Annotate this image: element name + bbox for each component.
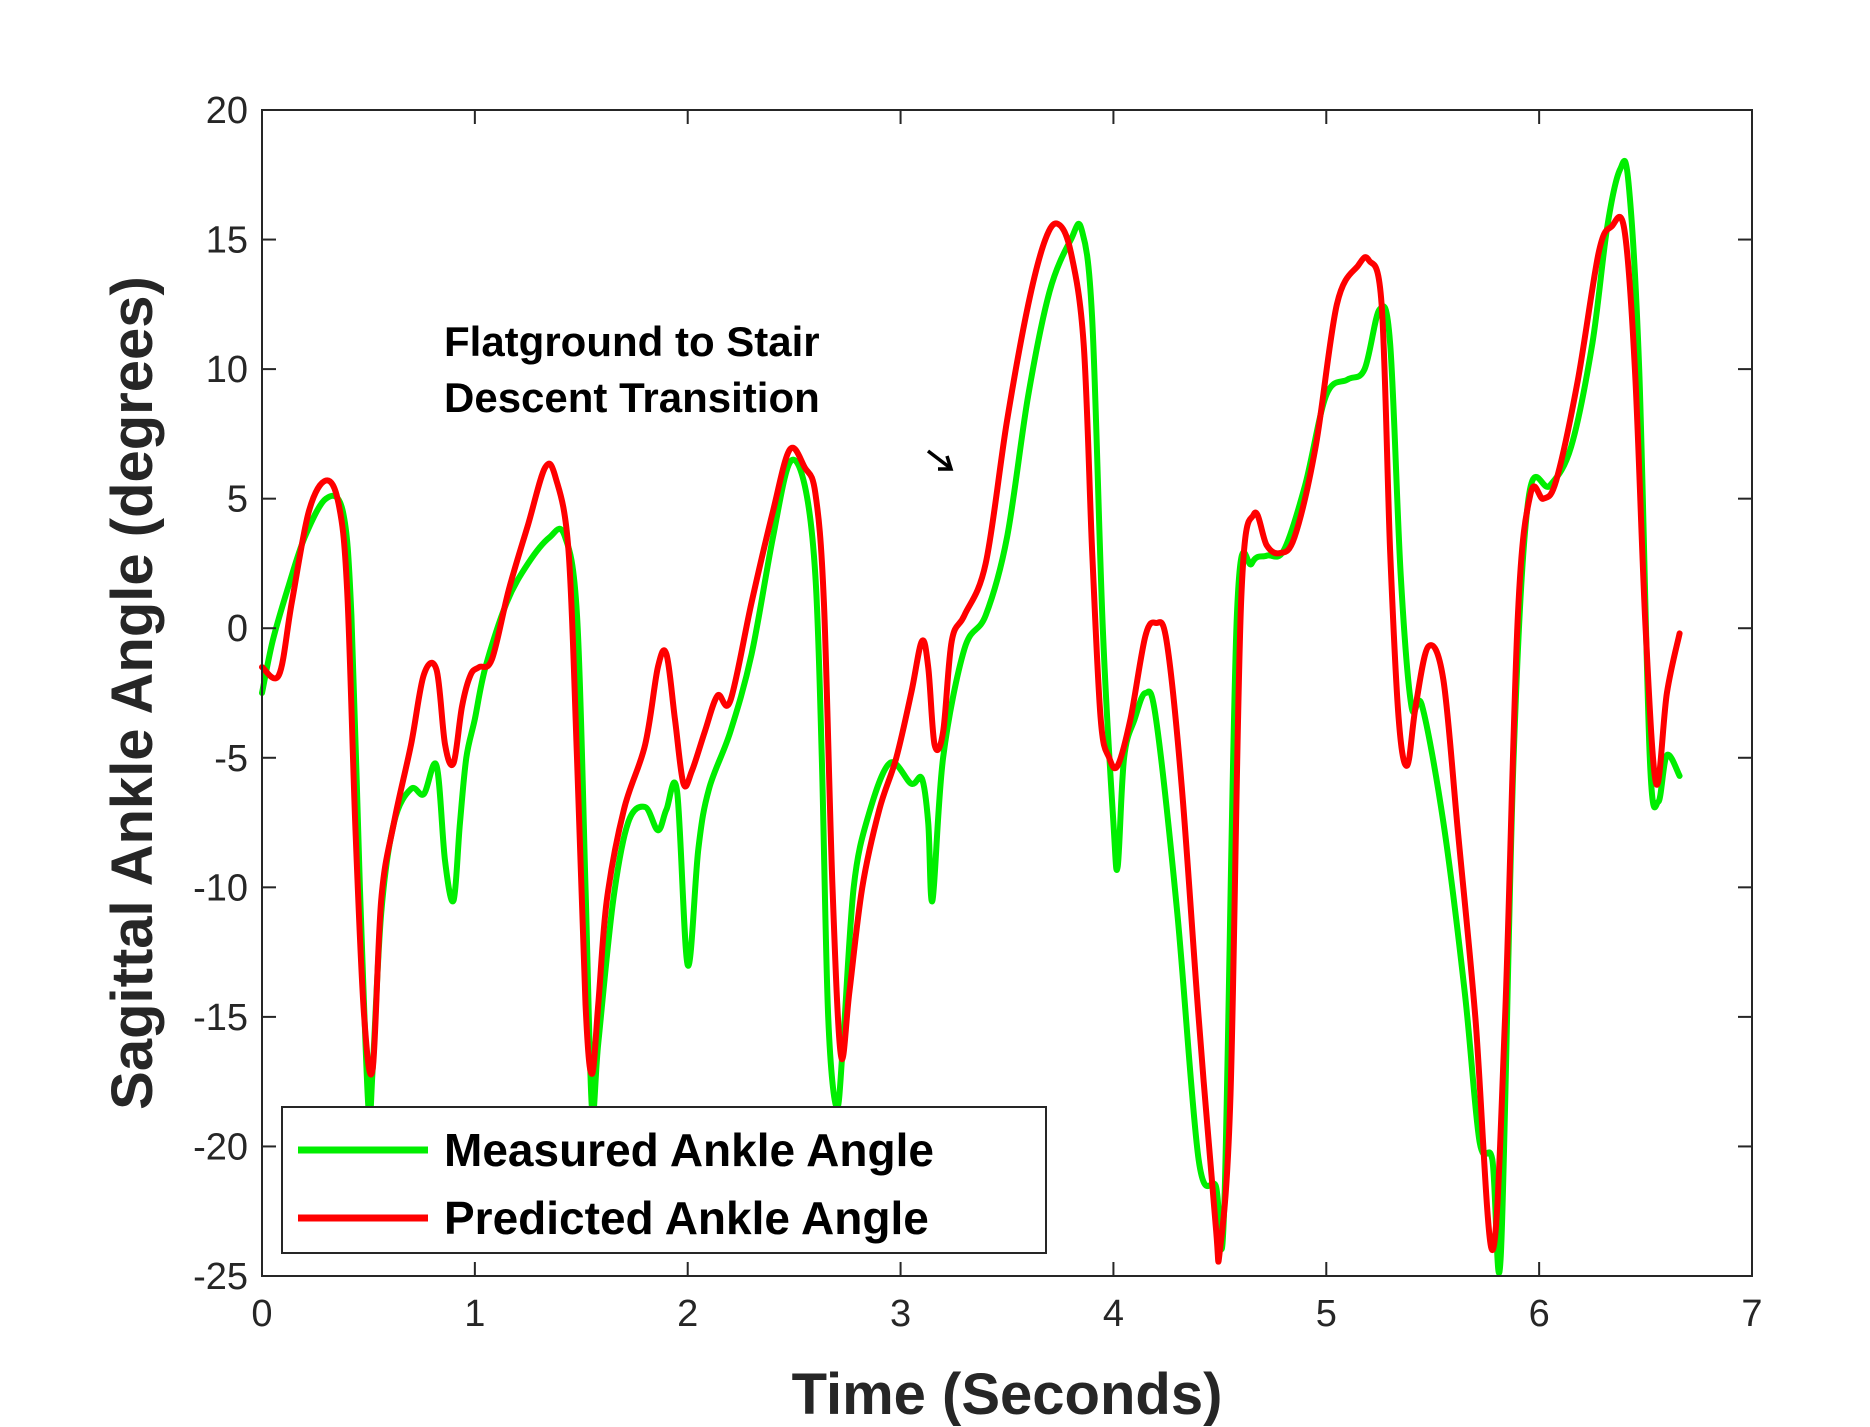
y-axis-label: Sagittal Ankle Angle (degrees) (100, 276, 165, 1110)
legend: Measured Ankle Angle Predicted Ankle Ang… (281, 1106, 1047, 1254)
y-tick-label: -5 (214, 738, 248, 780)
series-line-predicted (259, 213, 1683, 1265)
annotation-line-1: Flatground to Stair (444, 318, 820, 365)
y-tick-label: -25 (193, 1256, 248, 1298)
y-tick-label: -20 (193, 1126, 248, 1168)
series-lines (259, 157, 1683, 1276)
y-tick-label: 5 (227, 479, 248, 521)
annotation-arrow-shaft (926, 449, 951, 469)
x-tick-label: 3 (890, 1293, 911, 1335)
plot-frame (261, 109, 1753, 1277)
y-tick-label: -10 (193, 867, 248, 909)
x-tick-label: 7 (1741, 1293, 1762, 1335)
x-tick-label: 4 (1103, 1293, 1124, 1335)
y-tick-label: 10 (206, 349, 248, 391)
x-tick-label: 2 (677, 1293, 698, 1335)
y-axis-ticks: 20 15 10 5 0 -5 -10 -15 -20 -25 (193, 90, 1752, 1298)
legend-box (281, 1106, 1047, 1254)
x-axis-ticks: 0 1 2 3 4 5 6 7 (251, 110, 1763, 1335)
series-line-measured (259, 157, 1683, 1276)
x-axis-label: Time (Seconds) (792, 1362, 1223, 1427)
y-tick-label: 20 (206, 90, 248, 132)
y-tick-label: -15 (193, 997, 248, 1039)
legend-label-predicted: Predicted Ankle Angle (444, 1192, 929, 1244)
y-tick-label: 15 (206, 220, 248, 262)
y-tick-label: 0 (227, 608, 248, 650)
x-tick-label: 0 (251, 1293, 272, 1335)
annotation-arrow-head (938, 455, 954, 471)
x-tick-label: 5 (1316, 1293, 1337, 1335)
legend-label-measured: Measured Ankle Angle (444, 1124, 934, 1176)
annotation-line-2: Descent Transition (444, 374, 820, 421)
plot-area (262, 110, 1752, 1276)
x-tick-label: 1 (464, 1293, 485, 1335)
annotation-arrow (926, 449, 954, 471)
x-tick-label: 6 (1529, 1293, 1550, 1335)
